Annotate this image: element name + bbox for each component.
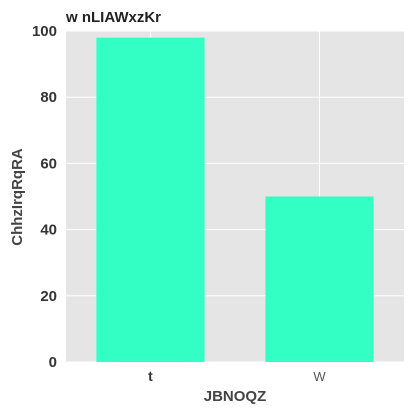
y-tick-label: 40 xyxy=(40,222,57,239)
bar-t xyxy=(96,37,205,363)
x-tick-label: W xyxy=(313,369,326,384)
y-tick-label: 80 xyxy=(40,89,57,106)
y-tick-labels: 0 20 40 60 80 100 xyxy=(32,23,57,371)
chart-title: w nLIAWxzKr xyxy=(65,9,161,26)
y-tick-label: 20 xyxy=(40,288,57,305)
bar-W xyxy=(265,196,374,362)
bars xyxy=(96,37,374,363)
y-tick-label: 100 xyxy=(32,23,57,40)
y-tick-label: 0 xyxy=(49,354,57,371)
y-tick-label: 60 xyxy=(40,155,57,172)
x-axis-label: JBNOQZ xyxy=(204,388,267,405)
y-axis-label: ChhzIrqRqRA xyxy=(9,148,26,246)
x-tick-label: t xyxy=(148,368,153,384)
